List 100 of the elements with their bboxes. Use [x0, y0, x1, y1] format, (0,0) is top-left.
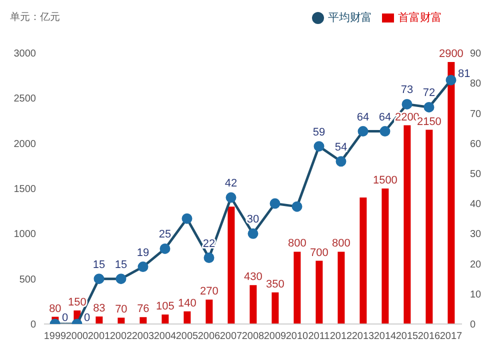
bar: [206, 300, 213, 324]
legend-label: 平均财富: [328, 12, 372, 24]
point: [402, 98, 412, 110]
x-tick-label: 2010: [286, 331, 309, 342]
data-label: 2900: [438, 48, 464, 60]
x-tick-label: 1999: [44, 331, 67, 342]
data-label: 64: [356, 111, 370, 124]
bar: [184, 311, 191, 324]
data-label: 81: [458, 68, 470, 80]
point: [182, 213, 192, 224]
point: [160, 243, 170, 254]
bar: [118, 318, 125, 324]
point: [226, 192, 236, 203]
point: [270, 198, 280, 209]
y-tick-label: 2500: [14, 94, 36, 105]
point: [204, 252, 214, 264]
y-tick-label: 2000: [14, 138, 36, 150]
data-label: 270: [200, 286, 218, 298]
x-tick-label: 2012: [330, 331, 353, 342]
data-label: 83: [93, 302, 106, 314]
data-label: 0: [62, 312, 68, 324]
x-tick-label: 2004: [154, 331, 177, 342]
data-label: 70: [115, 304, 128, 316]
x-tick-label: 2006: [198, 331, 221, 342]
bar: [448, 62, 455, 324]
data-label: 700: [310, 246, 328, 259]
y2-tick-label: 80: [470, 78, 482, 90]
bar: [426, 130, 433, 324]
x-tick-label: 2003: [132, 331, 155, 342]
bar: [404, 125, 411, 324]
x-tick-label: 2013: [352, 331, 375, 342]
y2-tick-label: 60: [470, 138, 482, 150]
data-label: 15: [92, 258, 106, 271]
point: [380, 126, 390, 137]
data-label: 800: [332, 238, 350, 250]
y2-tick-label: 0: [470, 320, 476, 331]
x-tick-label: 2005: [176, 331, 199, 342]
y-tick-label: 500: [19, 274, 36, 286]
y2-tick-label: 70: [470, 108, 482, 120]
x-tick-label: 2016: [418, 331, 441, 342]
data-label: 72: [422, 87, 436, 100]
x-tick-label: 2007: [220, 331, 243, 342]
data-label: 19: [136, 246, 150, 259]
bar: [316, 260, 323, 324]
x-tick-label: 2009: [264, 331, 287, 342]
x-tick-label: 2011: [308, 331, 330, 342]
point: [94, 274, 104, 284]
data-label: 105: [156, 300, 174, 313]
bar: [140, 317, 147, 324]
data-label: 350: [266, 278, 284, 290]
data-label: 76: [137, 303, 150, 316]
data-label: 25: [158, 228, 172, 241]
y2-tick-label: 30: [470, 229, 482, 240]
x-tick-label: 2000: [66, 331, 89, 342]
data-label: 64: [378, 111, 392, 124]
bar: [360, 198, 367, 324]
y2-tick-label: 50: [470, 168, 482, 180]
data-label: 150: [68, 296, 86, 308]
y-tick-label: 1500: [14, 184, 36, 196]
y-axis-title: 单元：亿元: [10, 10, 60, 24]
bar: [250, 285, 257, 324]
point: [446, 74, 456, 86]
data-label: 800: [288, 238, 306, 250]
x-tick-label: 2017: [440, 331, 463, 342]
y-tick-label: 0: [30, 320, 36, 331]
point: [424, 102, 434, 112]
bar: [96, 316, 103, 324]
point: [116, 274, 126, 284]
y-tick-label: 3000: [14, 48, 36, 60]
data-label: 2150: [416, 116, 442, 128]
data-label: 430: [244, 271, 262, 284]
bar: [162, 314, 169, 324]
bar: [272, 292, 279, 324]
y2-tick-label: 10: [470, 289, 482, 300]
point: [336, 156, 346, 167]
data-label: 59: [312, 126, 326, 138]
y2-tick-label: 90: [470, 48, 482, 60]
y-tick-label: 1000: [14, 229, 36, 240]
data-label: 1500: [372, 174, 398, 186]
data-label: 30: [246, 214, 260, 226]
point: [314, 141, 324, 152]
bar: [228, 206, 235, 324]
point: [292, 201, 302, 212]
legend-label: 首富财富: [398, 12, 442, 24]
bar: [294, 252, 301, 324]
x-tick-label: 2014: [374, 331, 397, 342]
data-label: 42: [224, 178, 238, 190]
point: [138, 262, 148, 272]
data-label: 73: [400, 84, 414, 96]
y2-tick-label: 40: [470, 199, 482, 210]
data-label: 15: [114, 258, 128, 271]
data-label: 80: [49, 302, 62, 315]
bar: [382, 188, 389, 324]
data-label: 54: [334, 141, 348, 154]
bar: [338, 252, 345, 324]
point: [248, 228, 258, 239]
data-label: 0: [84, 312, 90, 324]
point: [358, 126, 368, 137]
data-label: 140: [178, 297, 196, 310]
x-tick-label: 2002: [110, 331, 133, 342]
